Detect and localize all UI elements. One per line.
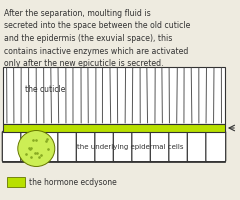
FancyBboxPatch shape	[58, 132, 78, 162]
FancyBboxPatch shape	[2, 132, 22, 162]
FancyBboxPatch shape	[132, 132, 152, 162]
Text: and the epidermis (the exuvial space), this: and the epidermis (the exuvial space), t…	[4, 34, 172, 43]
Bar	[7, 177, 25, 187]
FancyBboxPatch shape	[113, 132, 133, 162]
FancyBboxPatch shape	[21, 132, 41, 162]
Text: the cuticle: the cuticle	[25, 85, 65, 94]
Text: contains inactive enzymes which are activated: contains inactive enzymes which are acti…	[4, 46, 188, 55]
FancyBboxPatch shape	[95, 132, 115, 162]
Text: only after the new epicuticle is secreted.: only after the new epicuticle is secrete…	[4, 59, 164, 68]
FancyBboxPatch shape	[150, 132, 170, 162]
Bar	[3, 124, 225, 132]
Text: After the separation, moulting fluid is: After the separation, moulting fluid is	[4, 9, 151, 18]
FancyBboxPatch shape	[187, 132, 207, 162]
FancyBboxPatch shape	[39, 132, 59, 162]
Ellipse shape	[18, 131, 55, 167]
Text: the hormone ecdysone: the hormone ecdysone	[29, 178, 117, 187]
FancyBboxPatch shape	[169, 132, 189, 162]
Bar	[3, 68, 225, 124]
FancyBboxPatch shape	[76, 132, 96, 162]
Text: the underlying epidermal cells: the underlying epidermal cells	[77, 144, 184, 150]
FancyBboxPatch shape	[206, 132, 226, 162]
Text: secreted into the space between the old cuticle: secreted into the space between the old …	[4, 21, 190, 30]
